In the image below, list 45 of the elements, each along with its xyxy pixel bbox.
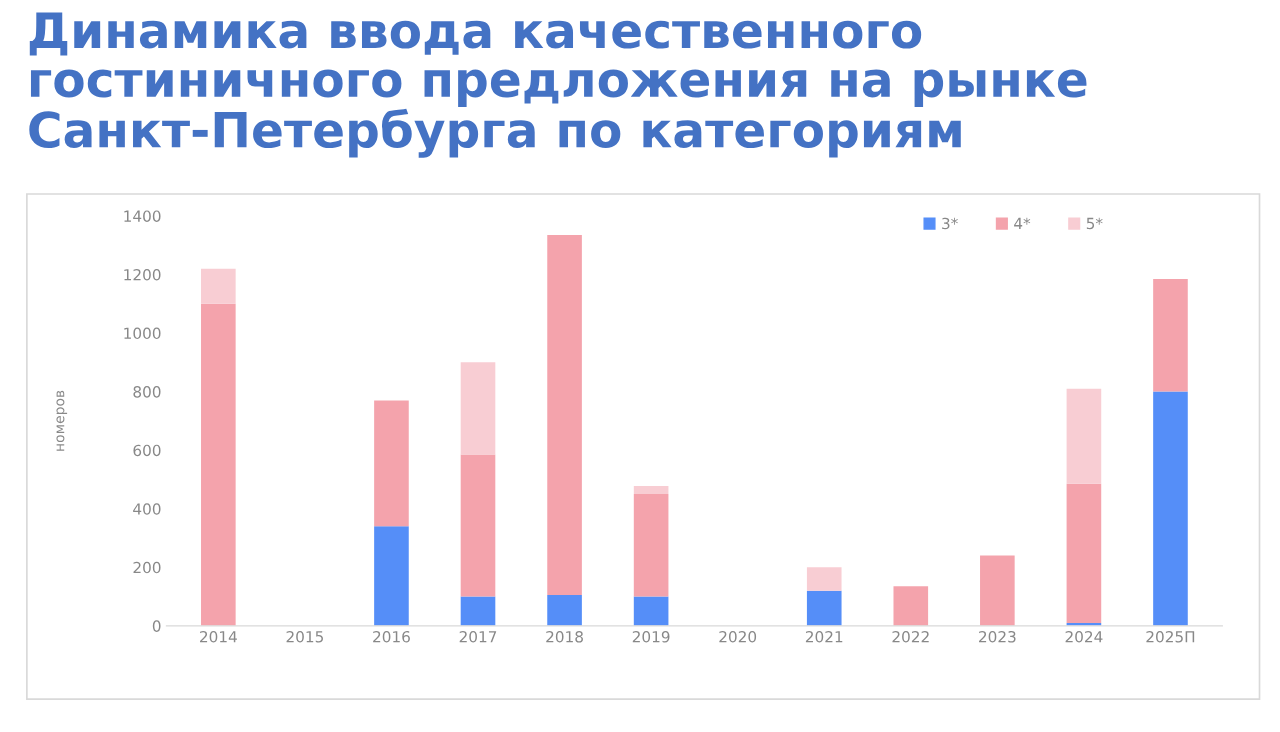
bar — [1153, 391, 1188, 626]
x-tick-label: 2018 — [546, 630, 583, 643]
x-tick-label: 2017 — [459, 630, 497, 643]
bar — [547, 234, 582, 596]
y-tick-label: 200 — [133, 561, 161, 574]
y-tick-label: 400 — [133, 503, 161, 515]
bar — [547, 595, 582, 626]
y-tick-label: 800 — [133, 386, 161, 398]
bar — [460, 362, 496, 455]
bar — [633, 596, 669, 626]
bar — [806, 567, 842, 591]
bar — [980, 555, 1015, 626]
x-tick-label: 2020 — [719, 630, 757, 643]
bar — [893, 586, 929, 626]
y-axis-title: номеров — [56, 390, 68, 451]
y-tick-label: 0 — [152, 620, 161, 632]
bar — [1066, 483, 1102, 623]
bar — [201, 303, 236, 626]
x-tick-label: 2025П — [1146, 630, 1195, 643]
x-tick-label: 2023 — [979, 630, 1016, 643]
bar — [460, 596, 496, 626]
bar — [1153, 278, 1188, 392]
legend-label: 5* — [1086, 217, 1103, 230]
legend-label: 3* — [942, 217, 958, 230]
bar — [1066, 388, 1102, 484]
y-tick-label: 1200 — [124, 268, 161, 281]
x-tick-label: 2014 — [200, 630, 237, 643]
bar — [374, 400, 409, 527]
bar — [806, 590, 842, 626]
y-tick-label: 600 — [133, 444, 161, 457]
y-tick-label: 1400 — [124, 210, 161, 222]
bar — [633, 485, 669, 495]
chart-title: Динамика ввода качественного гостиничного предложения на рынке Санкт-Петербурга по категориям — [29, 12, 1087, 158]
x-tick-label: 2016 — [373, 630, 410, 643]
y-tick-label: 1000 — [124, 327, 161, 340]
bar — [374, 526, 409, 626]
bar — [633, 494, 669, 597]
x-tick-label: 2015 — [286, 630, 323, 643]
x-tick-label: 2022 — [892, 630, 929, 643]
bar — [201, 268, 236, 304]
x-tick-label: 2019 — [632, 630, 670, 643]
legend-label: 4* — [1014, 217, 1031, 229]
bar — [460, 454, 496, 597]
x-tick-label: 2024 — [1065, 630, 1103, 643]
x-tick-label: 2021 — [805, 630, 843, 643]
